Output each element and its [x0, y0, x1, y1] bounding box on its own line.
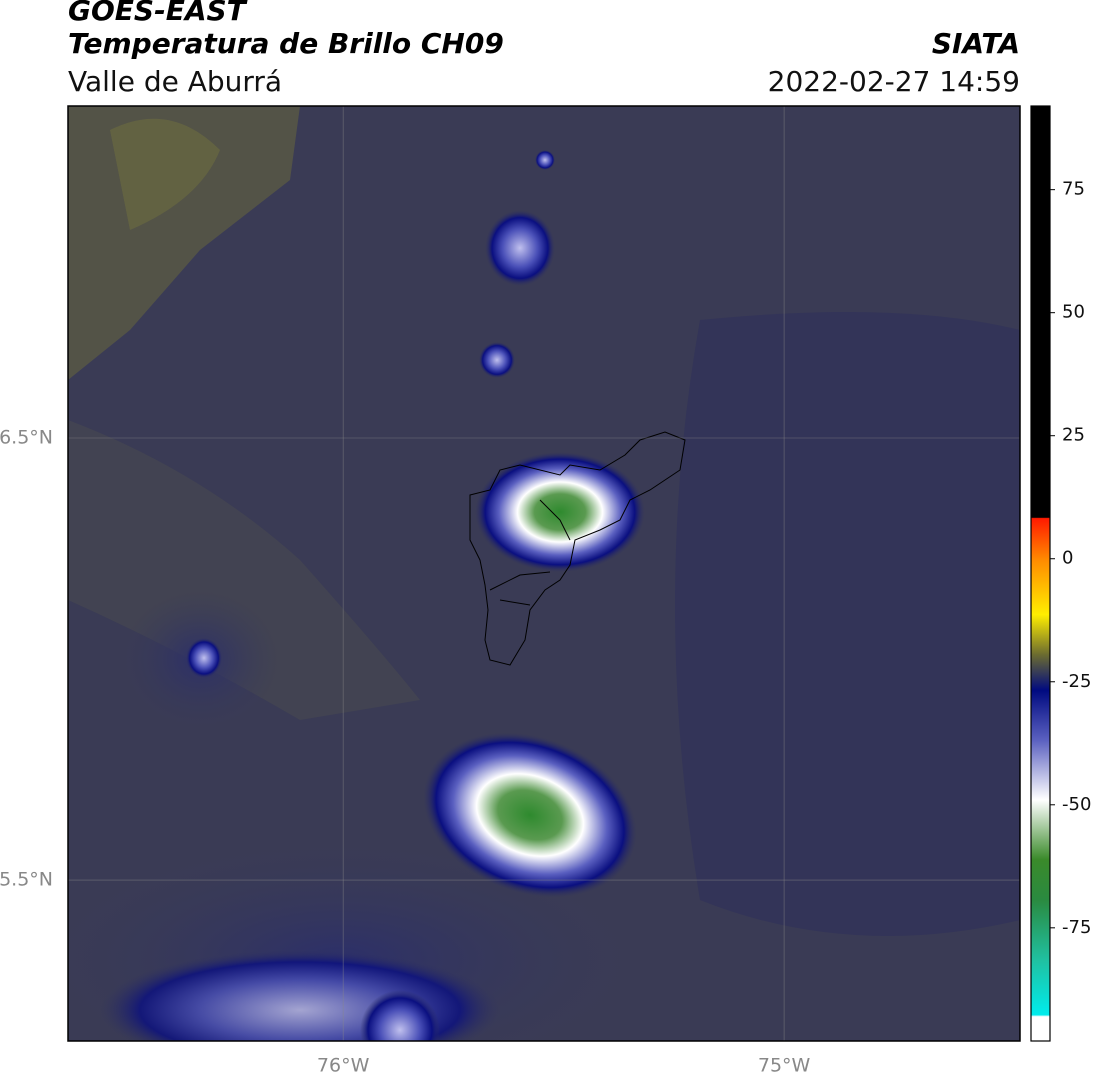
colorbar	[1030, 105, 1051, 1042]
satellite-image	[68, 106, 1020, 1041]
location: Valle de Aburrá	[68, 65, 282, 98]
colorbar-label: 50	[1062, 302, 1085, 323]
title: GOES-EAST	[68, 0, 248, 27]
datetime: 2022-02-27 14:59	[768, 65, 1020, 98]
colorbar-label: -75	[1062, 917, 1091, 938]
agency: SIATA	[932, 27, 1020, 60]
colorbar-label: 25	[1062, 425, 1085, 446]
lon-label: 75°W	[758, 1055, 811, 1077]
lat-label: 6.5°N	[0, 427, 53, 449]
colorbar-label: -50	[1062, 794, 1091, 815]
map-frame	[67, 105, 1021, 1042]
lon-label: 76°W	[317, 1055, 370, 1077]
colorbar-label: 0	[1062, 548, 1073, 569]
colorbar-label: 75	[1062, 179, 1085, 200]
colorbar-label: -25	[1062, 671, 1091, 692]
subtitle: Temperatura de Brillo CH09	[68, 27, 504, 60]
lat-label: 5.5°N	[0, 869, 53, 891]
